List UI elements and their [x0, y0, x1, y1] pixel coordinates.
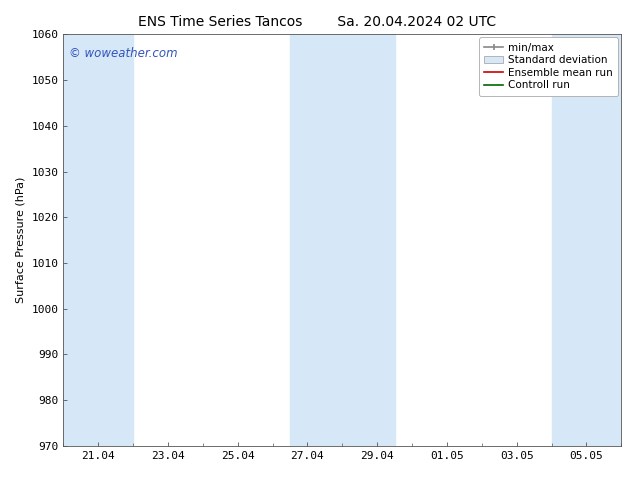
- Bar: [552, 34, 621, 446]
- Bar: [63, 34, 133, 446]
- Bar: [290, 34, 394, 446]
- Legend: min/max, Standard deviation, Ensemble mean run, Controll run: min/max, Standard deviation, Ensemble me…: [479, 37, 618, 96]
- Text: ENS Time Series Tancos        Sa. 20.04.2024 02 UTC: ENS Time Series Tancos Sa. 20.04.2024 02…: [138, 15, 496, 29]
- Y-axis label: Surface Pressure (hPa): Surface Pressure (hPa): [16, 177, 26, 303]
- Text: © woweather.com: © woweather.com: [69, 47, 178, 60]
